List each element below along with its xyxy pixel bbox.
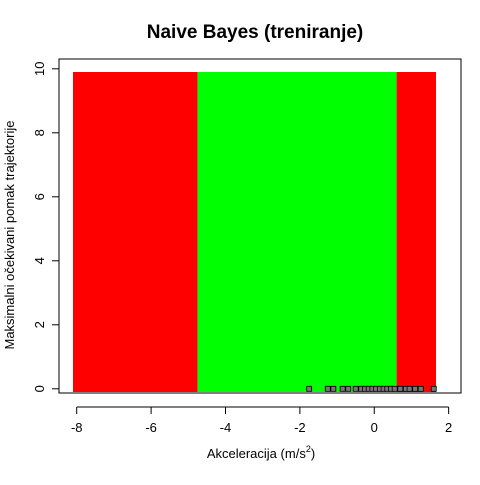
training-point (345, 385, 352, 392)
x-axis-label: Akceleracija (m/s2) (207, 444, 315, 461)
training-points (306, 385, 437, 392)
x-axis: -8 -6 -4 -2 0 2 (71, 406, 452, 435)
y-tick-label: 8 (32, 129, 47, 136)
training-point (339, 385, 346, 392)
x-tick-label: -6 (145, 420, 157, 435)
training-point (330, 385, 337, 392)
region-red-3 (396, 72, 436, 392)
y-tick-label: 4 (32, 257, 47, 264)
x-tick-label: 0 (371, 420, 378, 435)
x-tick-label: -8 (71, 420, 83, 435)
y-tick-label: 0 (32, 385, 47, 392)
y-tick-label: 6 (32, 193, 47, 200)
y-axis-label: Maksimalni očekivani pomak trajektorije (2, 120, 17, 349)
training-point (406, 385, 413, 392)
decision-regions (73, 72, 436, 392)
y-tick-label: 2 (32, 321, 47, 328)
training-point (352, 385, 359, 392)
y-axis: 0 2 4 6 8 10 (32, 62, 60, 392)
x-tick-label: -4 (220, 420, 232, 435)
training-point (430, 385, 437, 392)
region-green-2 (197, 72, 397, 392)
region-red-1 (73, 72, 198, 392)
x-tick-label: -2 (294, 420, 306, 435)
y-tick-label: 10 (32, 62, 47, 76)
training-point (397, 385, 404, 392)
x-tick-label: 2 (445, 420, 452, 435)
training-point (324, 385, 331, 392)
chart-title: Naive Bayes (treniranje) (147, 22, 364, 43)
training-point (417, 385, 424, 392)
training-point (306, 385, 313, 392)
training-point (412, 385, 419, 392)
training-point (391, 385, 398, 392)
